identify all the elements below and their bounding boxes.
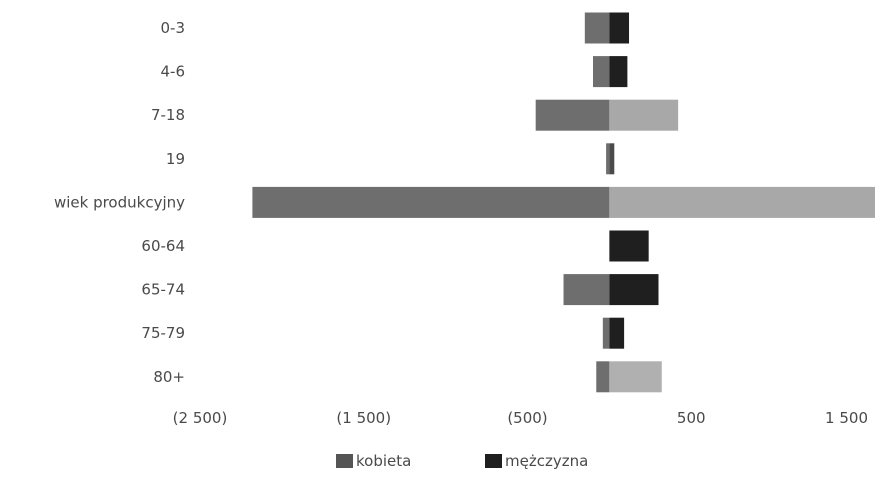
- legend-label-kobieta: kobieta: [356, 452, 412, 470]
- legend-swatch-kobieta: [336, 454, 353, 468]
- category-label: 75-79: [141, 324, 185, 342]
- category-label: 0-3: [161, 19, 186, 37]
- category-label: 80+: [153, 368, 185, 386]
- legend-label-mezczyzna: mężczyzna: [505, 452, 589, 470]
- category-label: 7-18: [151, 106, 185, 124]
- x-tick-label: 500: [677, 409, 706, 427]
- x-tick-label: (1 500): [336, 409, 391, 427]
- legend-item-kobieta: kobieta: [336, 452, 411, 470]
- x-tick-label: 1 500: [825, 409, 868, 427]
- category-label: wiek produkcyjny: [54, 193, 185, 211]
- bar-mezczyzna: [609, 317, 625, 349]
- bar-mezczyzna: [609, 99, 679, 131]
- bar-mezczyzna: [609, 186, 875, 218]
- bar-mezczyzna: [609, 143, 615, 175]
- category-labels: 0-3 4-6 7-18 19 wiek produkcyjny 60-64 65-74 75…: [54, 19, 185, 386]
- bar-mezczyzna: [609, 12, 630, 44]
- bar-mezczyzna: [609, 361, 662, 393]
- category-label: 60-64: [141, 237, 185, 255]
- bar-kobieta: [563, 274, 610, 306]
- bar-kobieta: [584, 12, 610, 44]
- category-label: 4-6: [161, 63, 186, 81]
- bar-kobieta: [593, 56, 610, 88]
- legend-item-mezczyzna: mężczyzna: [485, 452, 588, 470]
- bar-mezczyzna: [609, 274, 659, 306]
- category-label: 65-74: [141, 281, 185, 299]
- bar-kobieta: [602, 317, 610, 349]
- x-tick-label: (500): [507, 409, 547, 427]
- bar-kobieta: [535, 99, 610, 131]
- x-tick-labels: (2 500) (1 500) (500) 500 1 500: [173, 409, 868, 427]
- legend-swatch-mezczyzna: [485, 454, 502, 468]
- legend: kobieta mężczyzna: [0, 452, 875, 476]
- bar-mezczyzna: [609, 230, 649, 262]
- bar-kobieta: [606, 143, 610, 175]
- bar-kobieta: [596, 361, 610, 393]
- x-tick-label: (2 500): [173, 409, 228, 427]
- bar-kobieta: [252, 186, 610, 218]
- bars: [252, 12, 875, 393]
- category-label: 19: [166, 150, 185, 168]
- bar-mezczyzna: [609, 56, 628, 88]
